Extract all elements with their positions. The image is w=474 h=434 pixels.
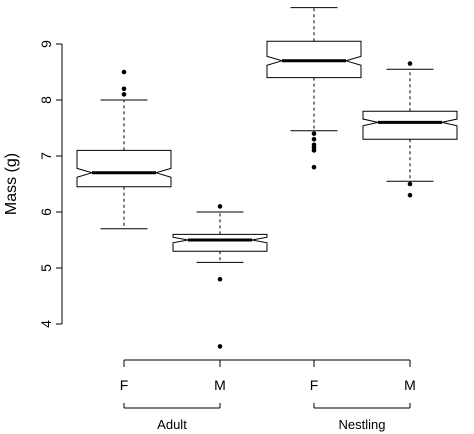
group-label: Nestling <box>339 417 386 432</box>
outlier-point <box>407 181 413 187</box>
outlier-point <box>121 86 127 92</box>
group-nestling: Nestling <box>313 403 411 432</box>
y-tick-label: 9 <box>38 40 54 48</box>
outlier-point <box>311 131 317 136</box>
x-tick-label: M <box>214 377 226 393</box>
outlier-point <box>407 192 413 198</box>
y-tick-label: 5 <box>38 264 54 272</box>
outlier-point <box>311 136 317 142</box>
outlier-point <box>121 69 127 75</box>
box-adult-f <box>76 69 172 230</box>
outlier-point <box>121 92 127 97</box>
outlier-point <box>407 61 413 66</box>
outlier-point <box>217 276 223 282</box>
outlier-point <box>311 148 317 153</box>
outlier-point <box>311 164 317 170</box>
y-tick-label: 6 <box>38 208 54 216</box>
box-adult-m <box>172 204 268 349</box>
y-axis-title: Mass (g) <box>3 153 20 215</box>
group-labels: Adult Nestling <box>123 403 411 432</box>
x-tick-label: F <box>310 377 319 393</box>
y-tick-label: 4 <box>38 320 54 328</box>
group-label: Adult <box>157 417 187 432</box>
box-nestling-f <box>266 7 362 170</box>
boxes <box>76 7 458 349</box>
y-tick-label: 8 <box>38 96 54 104</box>
y-ticks: 4 5 6 7 8 9 <box>38 40 62 328</box>
x-tick-label: F <box>120 377 129 393</box>
group-adult: Adult <box>123 403 221 432</box>
box-body <box>362 110 458 140</box>
box-body <box>76 149 172 188</box>
x-tick-label: M <box>404 377 416 393</box>
outlier-point <box>217 204 223 209</box>
y-tick-label: 7 <box>38 152 54 160</box>
outlier-point <box>217 344 223 349</box>
box-nestling-m <box>362 61 458 198</box>
box-body <box>172 233 268 252</box>
